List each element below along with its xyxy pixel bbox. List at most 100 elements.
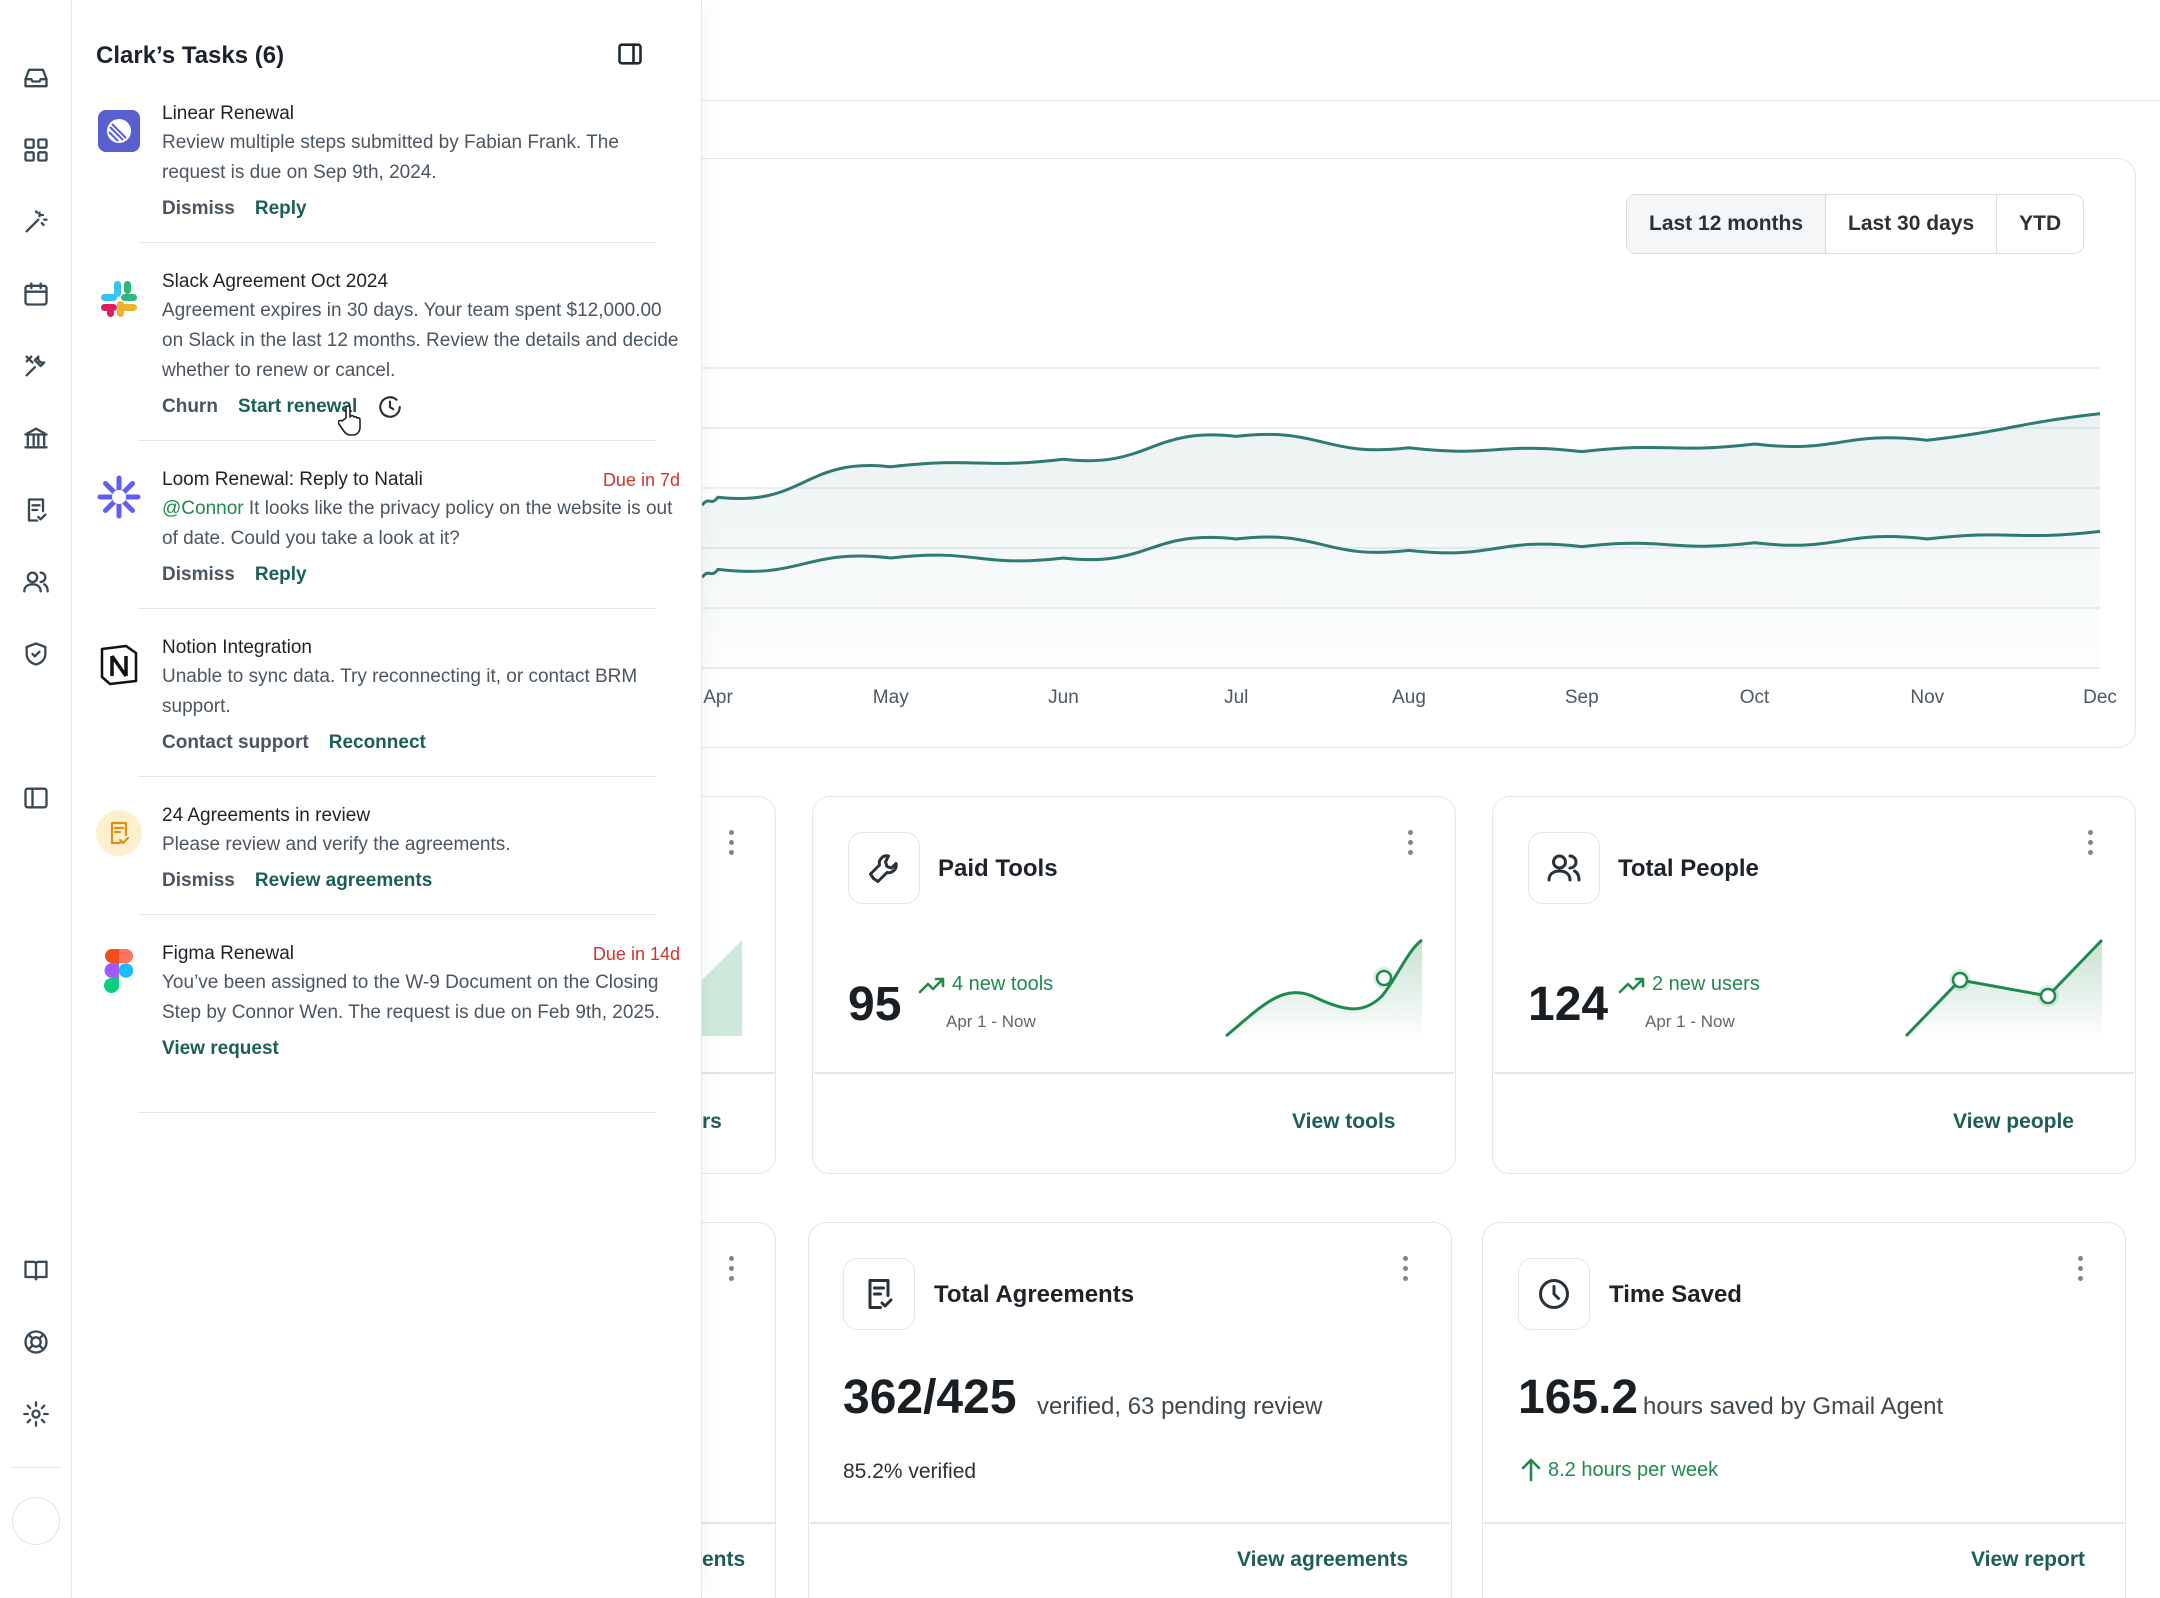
total-people-title: Total People <box>1618 855 1759 882</box>
task-divider <box>138 914 656 915</box>
time-saved-desc: hours saved by Gmail Agent <box>1643 1393 1944 1420</box>
view-tools-link[interactable]: View tools <box>1292 1110 1396 1133</box>
range-option-30-days[interactable]: Last 30 days <box>1825 195 1996 253</box>
task-text: @Connor It looks like the privacy policy… <box>162 494 680 554</box>
task-actions: Dismiss Review agreements <box>162 866 680 896</box>
contact-support-button[interactable]: Contact support <box>162 732 309 753</box>
dismiss-button[interactable]: Dismiss <box>162 198 235 219</box>
series-area <box>702 413 2100 670</box>
task-title: 24 Agreements in review <box>162 805 371 826</box>
view-agreements-link[interactable]: View agreements <box>1237 1548 1409 1571</box>
paid-tools-sparkline <box>1225 938 1423 1040</box>
gear-icon[interactable] <box>20 1398 52 1430</box>
more-options-icon[interactable] <box>726 1256 736 1286</box>
dismiss-button[interactable]: Dismiss <box>162 870 235 891</box>
time-saved-value: 165.2 <box>1518 1371 1639 1424</box>
review-agreements-button[interactable]: Review agreements <box>254 870 433 891</box>
x-tick-label: Apr <box>703 687 733 708</box>
range-option-ytd[interactable]: YTD <box>1996 195 2083 253</box>
paid-tools-trend-text: 4 new tools <box>952 973 1054 995</box>
paid-tools-period: Apr 1 - Now <box>946 1012 1036 1031</box>
total-people-value: 124 <box>1528 978 1609 1031</box>
range-option-12-months[interactable]: Last 12 months <box>1627 195 1826 253</box>
task-text: Please review and verify the agreements. <box>162 834 511 855</box>
slack-logo-icon <box>96 276 142 322</box>
inbox-icon[interactable] <box>20 62 52 94</box>
task-actions: Churn Start renewal <box>162 392 680 422</box>
x-tick-label: Nov <box>1910 687 1945 708</box>
due-badge: Due in 14d <box>592 944 680 964</box>
more-options-icon[interactable] <box>2085 830 2095 860</box>
total-people-trend: 2 new users <box>1618 973 1760 996</box>
tools-icon[interactable] <box>20 350 52 382</box>
time-saved-trend-text: 8.2 hours per week <box>1548 1458 1719 1481</box>
sidebar-toggle-icon[interactable] <box>20 782 52 814</box>
clock-icon <box>1518 1258 1590 1330</box>
card-divider <box>810 1522 1450 1524</box>
partial-card-link-bottom[interactable]: ents <box>702 1548 746 1571</box>
task-divider <box>138 1112 656 1113</box>
users-icon <box>1528 832 1600 904</box>
calendar-icon[interactable] <box>20 278 52 310</box>
tasks-panel: Clark’s Tasks (6) Linear Renewal Review … <box>72 0 702 1598</box>
task-divider <box>138 608 656 609</box>
dismiss-button[interactable]: Dismiss <box>162 564 235 585</box>
total-people-sparkline <box>1904 938 2104 1040</box>
task-actions: Dismiss Reply <box>162 194 680 224</box>
book-icon[interactable] <box>20 1254 52 1286</box>
range-selector: Last 12 months Last 30 days YTD <box>1626 194 2085 254</box>
task-divider <box>138 440 656 441</box>
due-badge: Due in 7d <box>602 470 680 490</box>
series-line-1 <box>702 412 2101 507</box>
view-report-link[interactable]: View report <box>1971 1548 2085 1571</box>
view-request-button[interactable]: View request <box>162 1038 279 1059</box>
trend-chart <box>702 367 2101 670</box>
magic-wand-icon[interactable] <box>20 206 52 238</box>
task-divider <box>138 242 656 243</box>
lifebuoy-icon[interactable] <box>20 1326 52 1358</box>
view-people-link[interactable]: View people <box>1953 1110 2074 1133</box>
reconnect-button[interactable]: Reconnect <box>328 732 426 753</box>
task-actions: View request <box>162 1034 680 1064</box>
bank-icon[interactable] <box>20 422 52 454</box>
panel-collapse-icon[interactable] <box>616 40 648 72</box>
agreement-check-icon[interactable] <box>20 494 52 526</box>
churn-button[interactable]: Churn <box>162 396 218 417</box>
series-line-2 <box>702 529 2101 579</box>
task-text: Review multiple steps submitted by Fabia… <box>162 132 619 183</box>
x-tick-label: Jun <box>1048 687 1079 708</box>
shield-check-icon[interactable] <box>20 638 52 670</box>
start-renewal-button[interactable]: Start renewal <box>237 396 358 417</box>
partial-card-link-top[interactable]: rs <box>702 1110 722 1133</box>
wrench-icon <box>848 832 920 904</box>
task-actions: Contact support Reconnect <box>162 728 680 758</box>
more-options-icon[interactable] <box>1405 830 1415 860</box>
card-divider <box>702 1522 776 1524</box>
x-tick-label: Oct <box>1739 687 1770 708</box>
task-divider <box>138 776 656 777</box>
total-agreements-desc: verified, 63 pending review <box>1037 1393 1323 1420</box>
task-title: Loom Renewal: Reply to Natali <box>162 469 423 490</box>
reply-button[interactable]: Reply <box>254 564 307 585</box>
reply-button[interactable]: Reply <box>254 198 307 219</box>
dashboard-grid-icon[interactable] <box>20 134 52 166</box>
paid-tools-title: Paid Tools <box>938 855 1058 882</box>
more-options-icon[interactable] <box>726 830 736 860</box>
task-text: Agreement expires in 30 days. Your team … <box>162 300 679 381</box>
task-actions: Dismiss Reply <box>162 560 680 590</box>
total-agreements-title: Total Agreements <box>934 1281 1135 1308</box>
x-tick-label: Aug <box>1392 687 1426 708</box>
x-tick-label: May <box>872 687 909 708</box>
avatar[interactable] <box>12 1497 60 1545</box>
task-title: Slack Agreement Oct 2024 <box>162 271 389 292</box>
paid-tools-value: 95 <box>848 978 902 1031</box>
rail-divider <box>12 1467 60 1468</box>
more-options-icon[interactable] <box>1400 1256 1410 1286</box>
snooze-clock-icon[interactable] <box>377 394 403 420</box>
mention-link[interactable]: @Connor <box>162 498 244 519</box>
task-text: Unable to sync data. Try reconnecting it… <box>162 666 638 717</box>
more-options-icon[interactable] <box>2075 1256 2085 1286</box>
icon-rail <box>0 0 72 1598</box>
users-icon[interactable] <box>20 566 52 598</box>
task-title: Linear Renewal <box>162 103 295 124</box>
